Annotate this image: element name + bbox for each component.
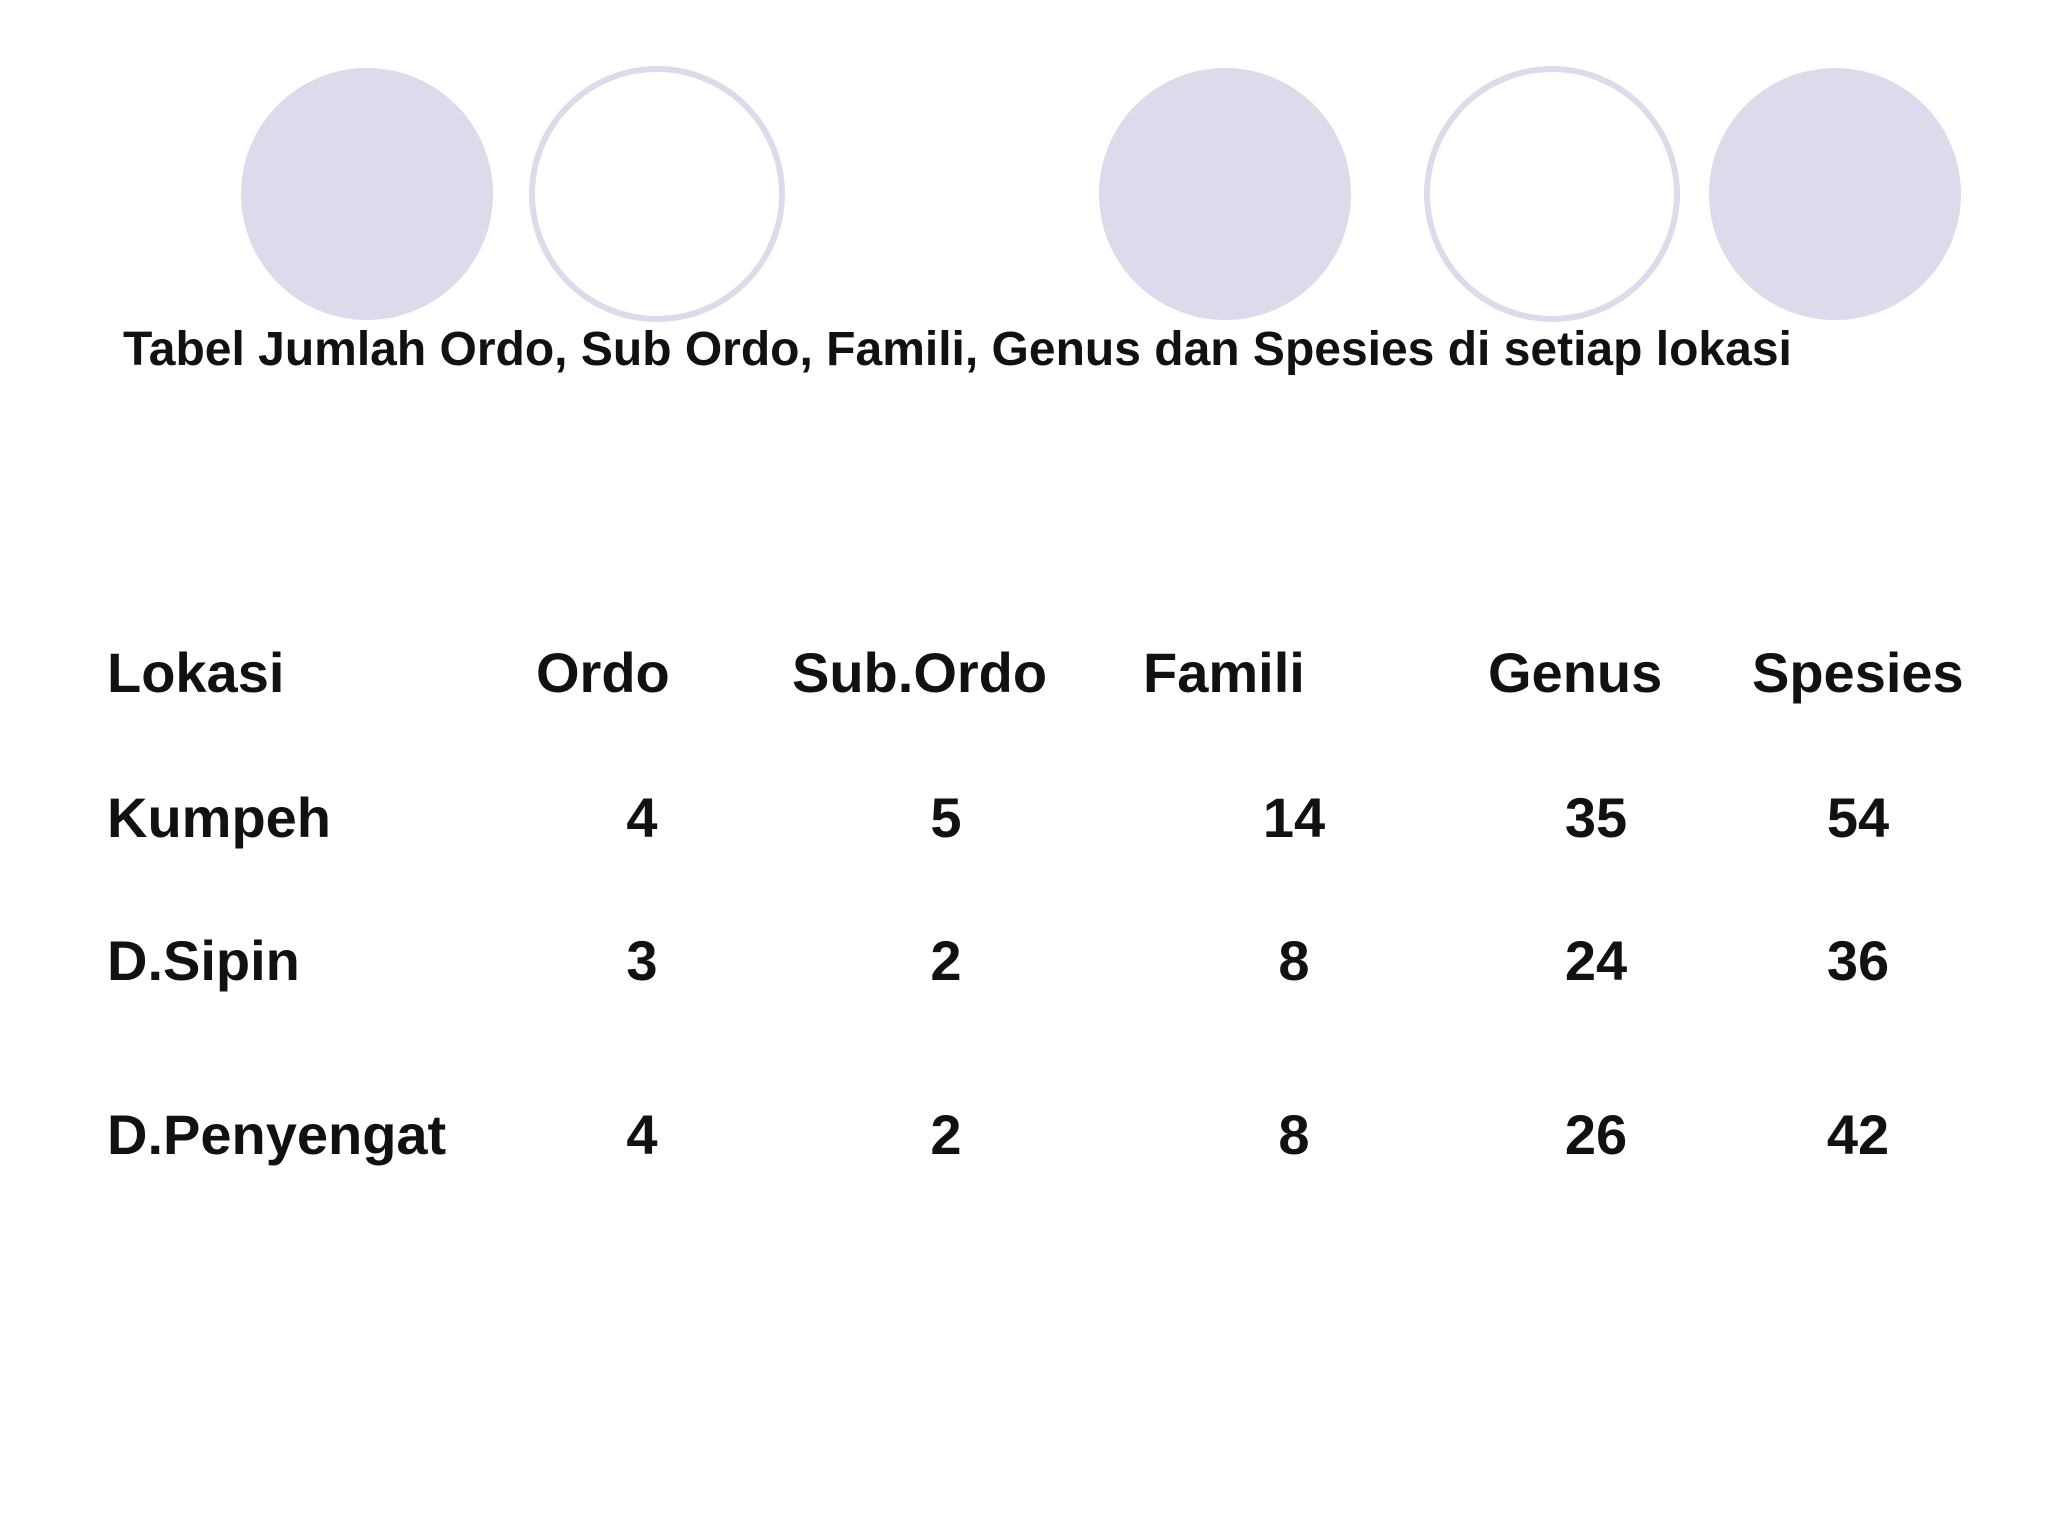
table-cell-sub-ordo: 2 (930, 1103, 962, 1166)
decorative-circle-filled (241, 68, 493, 320)
slide-title: Tabel Jumlah Ordo, Sub Ordo, Famili, Gen… (123, 323, 1792, 376)
table-cell-lokasi: Kumpeh (107, 786, 331, 849)
decorative-circle-filled (1709, 68, 1961, 320)
column-header-famili: Famili (1143, 641, 1305, 704)
column-header-genus: Genus (1488, 641, 1663, 704)
table-cell-genus: 26 (1564, 1103, 1628, 1166)
column-header-lokasi: Lokasi (107, 641, 285, 704)
table-cell-ordo: 4 (626, 786, 658, 849)
decorative-circle-filled (1099, 68, 1351, 320)
table-cell-famili: 14 (1262, 786, 1326, 849)
table-cell-sub-ordo: 5 (930, 786, 962, 849)
table-cell-genus: 35 (1564, 786, 1628, 849)
table-cell-ordo: 4 (626, 1103, 658, 1166)
table-cell-spesies: 42 (1826, 1103, 1890, 1166)
table-cell-spesies: 54 (1826, 786, 1890, 849)
column-header-sub-ordo: Sub.Ordo (792, 641, 1048, 704)
table-cell-famili: 8 (1278, 929, 1310, 992)
table-cell-sub-ordo: 2 (930, 929, 962, 992)
decorative-circle-ring (1424, 66, 1680, 322)
table-cell-genus: 24 (1564, 929, 1628, 992)
column-header-spesies: Spesies (1752, 641, 1964, 704)
table-cell-famili: 8 (1278, 1103, 1310, 1166)
table-cell-ordo: 3 (626, 929, 658, 992)
table-cell-spesies: 36 (1826, 929, 1890, 992)
decorative-circle-ring (529, 66, 785, 322)
table-cell-lokasi: D.Sipin (107, 929, 300, 992)
column-header-ordo: Ordo (536, 641, 670, 704)
table-cell-lokasi: D.Penyengat (107, 1103, 447, 1166)
